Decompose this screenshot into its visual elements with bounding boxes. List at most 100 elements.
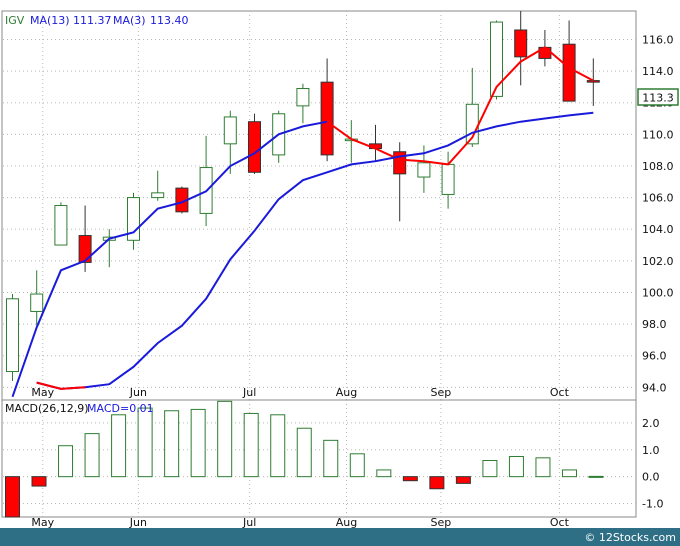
macd-tick-label: 1.0 [642,444,660,457]
price-tick-label: 100.0 [642,286,674,299]
macd-tick-label: 0.0 [642,471,660,484]
macd-value-label: MACD=0.01 [87,402,154,415]
macd-bar-negative [5,476,20,518]
macd-bar-positive [84,433,100,478]
macd-bar-positive [296,427,312,478]
price-month-label: Jun [129,386,147,399]
ma-fast-red-line [326,46,594,166]
macd-params-label: MACD(26,12,9) [5,402,89,415]
watermark: © 12Stocks.com [584,531,676,544]
candle-body-up [6,298,19,373]
legend-symbol: IGV [5,14,25,27]
macd-bar-negative [455,476,471,484]
macd-month-label: Aug [336,516,357,529]
macd-bar-negative [402,476,418,482]
price-month-label: Jul [242,386,256,399]
price-legend: IGV MA(13) 111.37 MA(3) 113.40 [5,14,189,27]
candle [514,11,528,86]
legend-ma3-value: 113.40 [150,14,189,27]
macd-grid [3,400,636,517]
footer-bar [0,528,680,546]
macd-y-axis: -1.0 0.0 1.0 2.0 [642,417,663,511]
candles [6,11,600,382]
candle-body-up [30,293,44,312]
macd-bar-positive [137,407,153,478]
macd-month-label: Jul [242,516,256,529]
macd-legend: MACD(26,12,9) MACD=0.01 [5,402,154,415]
candle-body-up [490,21,503,97]
candle [562,20,576,102]
price-y-axis: 94.0 96.0 98.0 100.0 102.0 104.0 106.0 108.0 110… [642,33,674,394]
candle [151,170,165,201]
candle-body-up [54,205,68,246]
price-tick-label: 104.0 [642,223,674,236]
price-panel: 94.0 96.0 98.0 100.0 102.0 104.0 106.0 108.0 110… [1,10,679,401]
moving-averages [11,46,594,398]
legend-ma3-label: MA(3) [113,14,146,27]
candle [54,202,68,246]
macd-bar-positive [349,453,365,478]
price-grid [3,11,636,400]
price-month-label: Oct [550,386,570,399]
price-month-labels: May Jun Jul Aug Sep Oct [31,386,569,399]
candle-body-down [586,80,600,83]
candle [490,20,503,100]
macd-bar-positive [190,408,206,478]
legend-ma13-label: MA(13) [30,14,70,27]
macd-month-label: Jun [129,516,147,529]
candle-body-up [296,87,310,107]
macd-bar-negative [429,476,445,490]
macd-month-label: May [31,516,54,529]
price-tick-label: 110.0 [642,128,674,141]
candle-body-down [514,29,528,58]
candle-body-down [562,43,576,102]
last-price-label: 113.3 [642,92,674,105]
macd-bar-positive [58,445,74,478]
candle [78,205,92,272]
macd-month-label: Sep [430,516,451,529]
candle-body-down [320,81,334,156]
price-panel-frame [1,10,637,401]
ma-slow-red-segment [36,381,86,390]
candle [6,294,19,382]
last-price-marker: 113.3 [637,88,679,106]
candle [320,58,334,162]
price-tick-label: 94.0 [642,381,667,394]
macd-bar-positive [164,410,180,478]
macd-month-label: Oct [550,516,570,529]
candle-body-up [151,192,165,199]
candle-body-down [78,235,92,263]
macd-tick-label: 2.0 [642,417,660,430]
macd-panel-frame [1,399,637,518]
macd-bar-positive [217,400,233,478]
candle [296,83,310,124]
price-month-label: Aug [336,386,357,399]
candle [223,110,237,174]
price-tick-label: 102.0 [642,255,674,268]
price-tick-label: 106.0 [642,192,674,205]
candle-body-up [441,163,455,195]
candle-body-up [223,116,237,145]
macd-bar-positive [323,439,339,478]
price-tick-label: 96.0 [642,350,667,363]
candle [441,151,455,209]
macd-bar-positive [561,469,577,478]
macd-bar-positive [588,475,604,478]
macd-bar-positive [243,412,259,478]
price-month-label: May [31,386,54,399]
macd-tick-label: -1.0 [642,498,663,511]
price-tick-label: 108.0 [642,160,674,173]
price-tick-label: 116.0 [642,33,674,46]
macd-bar-positive [111,414,127,478]
candle-body-down [248,121,261,173]
macd-bar-positive [508,455,524,478]
candle-body-up [417,162,431,178]
candle [30,270,44,326]
candle [248,113,261,174]
macd-bar-positive [482,460,498,478]
macd-bar-positive [535,457,551,478]
ma-slow-line [36,111,594,390]
price-tick-label: 98.0 [642,318,667,331]
macd-bar-positive [376,469,392,478]
